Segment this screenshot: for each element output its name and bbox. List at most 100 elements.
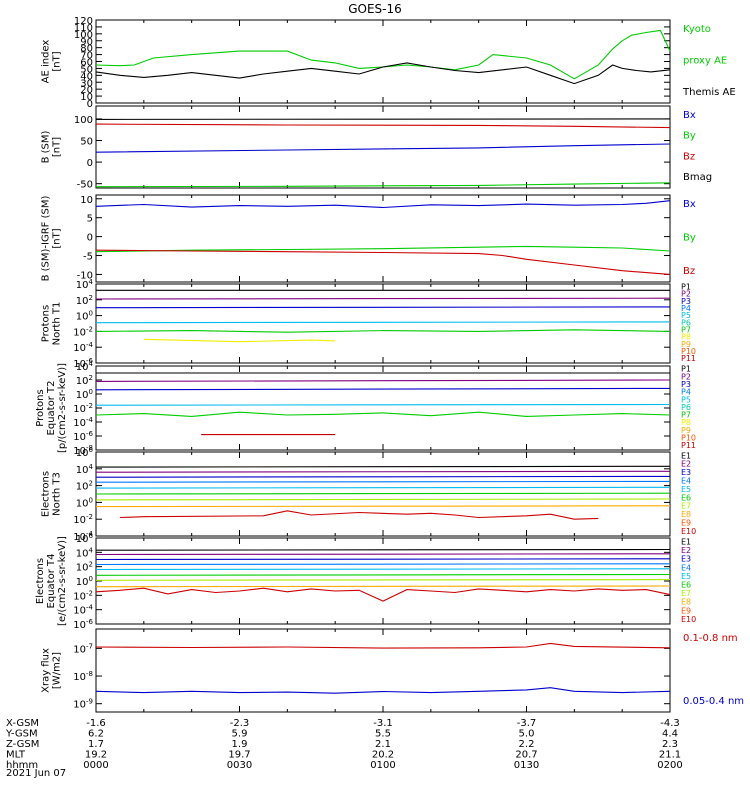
series-line-7 (95, 585, 671, 588)
series-line-0 (95, 465, 671, 468)
y-tick-label: 10-4 (73, 341, 93, 354)
y-tick-label: 10-9 (73, 698, 93, 711)
y-tick-label: 10-2 (73, 402, 93, 415)
legend-entry: Bx (683, 199, 696, 210)
y-axis-label: [p/(cm2-s-sr-keV)] (57, 363, 68, 453)
y-tick-label: 106 (76, 446, 94, 459)
panel-2: -10 -5 0 5 10 B (SM)-IGRF (SM) [nT] Bx By Bz (41, 194, 696, 283)
y-tick-label: 102 (76, 294, 93, 307)
legend-entry: E8 (681, 598, 691, 607)
series-line-4 (95, 568, 671, 571)
panel-frame (95, 628, 671, 713)
y-tick-label: 104 (76, 360, 94, 373)
legend-entry: P11 (681, 441, 696, 450)
y-axis-label: B (SM)-IGRF (SM) (41, 196, 52, 282)
footer-value: -4.3 (660, 718, 680, 729)
y-axis-label: Equator T2 (46, 381, 57, 436)
legend-entry: E5 (681, 572, 691, 581)
y-axis-label: [e/(cm2-s-sr-keV)] (57, 536, 68, 626)
series-line-5 (95, 573, 671, 576)
footer-value: -3.1 (373, 718, 393, 729)
y-tick-label: 100 (76, 496, 93, 509)
legend-entry: P6 (681, 318, 691, 327)
footer-value: 6.2 (88, 729, 104, 740)
footer-value: 0030 (227, 760, 252, 771)
footer-value: -1.6 (86, 718, 106, 729)
series-line-0 (95, 29, 671, 80)
footer-row-label: MLT (6, 750, 26, 761)
footer-row-label: Z-GSM (6, 739, 39, 750)
legend-entry: E10 (681, 615, 696, 624)
legend-entry: proxy AE (683, 56, 727, 67)
legend-entry: P6 (681, 403, 691, 412)
legend-entry: P2 (681, 372, 691, 381)
series-line-1 (95, 245, 671, 253)
legend-entry: Bx (683, 110, 696, 121)
y-tick-label: 104 (76, 546, 94, 559)
footer-value: 21.1 (659, 750, 681, 761)
footer-value: 19.7 (228, 750, 250, 761)
y-axis-label: B (SM) (41, 130, 52, 163)
series-line-2 (95, 306, 671, 309)
footer-value: 1.7 (88, 739, 104, 750)
footer-row-label: hhmm (6, 760, 38, 771)
legend-entry: P11 (681, 354, 696, 363)
legend-entry: E3 (681, 468, 691, 477)
footer-value: 20.2 (372, 750, 394, 761)
legend-entry: Bmag (683, 172, 712, 183)
y-tick-label: 10-6 (73, 618, 93, 631)
y-tick-label: 10-2 (73, 513, 93, 526)
panel-frame (95, 105, 671, 189)
series-line-8 (119, 510, 599, 520)
legend-entry: P8 (681, 333, 691, 342)
series-line-6 (95, 498, 671, 501)
legend-entry: E7 (681, 502, 691, 511)
footer-value: 5.9 (232, 729, 248, 740)
series-line-0 (95, 548, 671, 551)
legend-entry: P1 (681, 365, 691, 374)
y-axis-label: Electrons (35, 558, 46, 604)
y-axis-label: Protons (35, 389, 46, 426)
legend-entry: P5 (681, 311, 691, 320)
legend-entry: E9 (681, 606, 691, 615)
footer-row-label: Y-GSM (5, 729, 38, 740)
series-line-3 (95, 403, 671, 406)
footer-value: 2.2 (519, 739, 535, 750)
series-line-4 (95, 329, 671, 333)
y-tick-label: 50 (80, 137, 93, 148)
legend-entry: E10 (681, 527, 696, 536)
y-tick-label: 110 (74, 23, 93, 34)
y-tick-label: 0 (87, 158, 93, 169)
series-line-5 (95, 492, 671, 495)
y-tick-label: 10-6 (73, 430, 93, 443)
panel-frame (95, 537, 671, 625)
y-tick-label: 10-7 (73, 642, 93, 655)
y-tick-label: 100 (76, 388, 93, 401)
series-line-1 (95, 62, 671, 85)
legend-entry: Themis AE (682, 87, 736, 98)
footer-value: 0100 (370, 760, 395, 771)
y-tick-label: 0 (87, 99, 93, 110)
legend-entry: E3 (681, 555, 691, 564)
legend-entry: E4 (681, 563, 691, 572)
series-line-7 (95, 505, 671, 508)
y-tick-label: 90 (80, 37, 93, 48)
legend-entry: E2 (681, 460, 691, 469)
legend-entry: 0.05-0.4 nm (683, 696, 744, 707)
y-axis-label: [nT] (52, 51, 63, 71)
y-axis-label: Electrons (41, 471, 52, 517)
y-tick-label: 50 (80, 64, 93, 75)
y-tick-label: 106 (76, 532, 94, 545)
footer-value: 5.5 (375, 729, 391, 740)
legend-entry: P10 (681, 433, 696, 442)
panel-7: 10-9 10-8 10-7 Xray flux [W/m2] 0.1-0.8 nm 0.0… (41, 628, 744, 713)
y-tick-label: 5 (87, 214, 93, 225)
legend-entry: E1 (681, 537, 691, 546)
y-tick-label: 80 (80, 44, 93, 55)
series-line-1 (95, 297, 671, 300)
footer-row-label: X-GSM (6, 718, 39, 729)
